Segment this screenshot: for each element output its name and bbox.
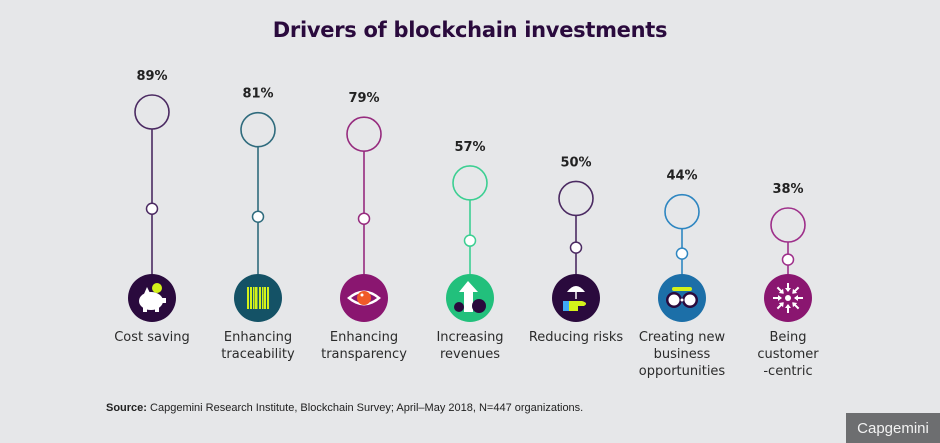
joint-circle: [675, 247, 689, 260]
eye-icon: [340, 274, 388, 322]
barcode-bar: [255, 287, 258, 309]
money-bag: [472, 299, 486, 313]
value-circle: [452, 165, 488, 201]
barcode-bar: [247, 287, 249, 309]
value-circle: [240, 111, 276, 148]
bridge-dot: [680, 298, 684, 302]
value-label: 50%: [560, 155, 591, 170]
lollipop-item: 50%: [552, 155, 600, 322]
value-label: 44%: [666, 169, 697, 184]
category-label: Being customer -centric: [733, 329, 843, 380]
category-label-line: Reducing risks: [528, 330, 624, 345]
joint-circle: [251, 210, 265, 223]
arrow-head: [794, 295, 798, 301]
chart-title: Drivers of blockchain investments: [272, 18, 668, 42]
category-label: Reducing risks: [521, 329, 631, 346]
arrow-head: [792, 288, 798, 294]
up-arrow: [459, 281, 478, 312]
category-label: Enhancing traceability: [203, 329, 313, 363]
category-label: Cost saving: [97, 329, 207, 346]
barcode-bar: [264, 287, 266, 309]
piggy-body: [139, 292, 163, 310]
binocular-top: [672, 287, 692, 291]
umbrella-canopy: [567, 286, 585, 292]
piggy-leg: [143, 306, 147, 312]
piggy-leg: [155, 306, 159, 312]
source-label: Source:: [106, 402, 147, 414]
category-label-line: customer: [757, 347, 819, 362]
hand: [569, 301, 587, 311]
arrow-head: [785, 288, 791, 292]
category-label-line: -centric: [763, 364, 813, 379]
eye-iris: [357, 291, 371, 305]
converging-arrows-icon: [764, 274, 812, 322]
value-circle: [558, 180, 594, 217]
category-label: Increasing revenues: [415, 329, 525, 363]
value-label: 79%: [348, 91, 379, 106]
icon-disc: [234, 274, 282, 322]
value-label: 38%: [772, 182, 803, 197]
barcode-bar: [267, 287, 269, 309]
category-label-line: Increasing: [436, 330, 504, 345]
category-label: Creating new business opportunities: [627, 329, 737, 380]
arrow-head: [792, 302, 798, 308]
category-label-line: Cost saving: [114, 330, 190, 345]
arrow-head: [778, 288, 784, 294]
category-label-line: opportunities: [638, 364, 726, 379]
joint-circle: [569, 241, 583, 254]
joint-circle: [357, 212, 371, 225]
value-label: 57%: [454, 140, 485, 155]
category-label-line: traceability: [221, 347, 295, 362]
barcode-bar: [262, 287, 264, 309]
category-label-line: Creating new: [638, 330, 726, 345]
value-circle: [346, 116, 382, 152]
icon-disc: [658, 274, 706, 322]
lens: [668, 294, 680, 306]
category-label-line: revenues: [440, 347, 500, 362]
center-dot: [785, 295, 791, 301]
category-label-line: Being: [769, 330, 807, 345]
joint-circle: [463, 234, 477, 247]
arrow-head: [778, 302, 784, 308]
value-label: 81%: [242, 87, 273, 102]
eye-glint: [360, 293, 364, 297]
coin: [152, 283, 162, 293]
category-label: Enhancing transparency: [309, 329, 419, 363]
barcode-bar: [259, 287, 261, 309]
barcode-bar: [250, 287, 252, 309]
joint-circle: [145, 202, 159, 215]
category-label-line: transparency: [321, 347, 407, 362]
lollipop-item: 44%: [658, 169, 706, 322]
money-bag: [454, 302, 464, 312]
lollipop-item: 38%: [764, 182, 812, 322]
joint-circle: [781, 253, 795, 266]
arrow-head: [778, 295, 782, 301]
value-label: 89%: [136, 69, 167, 84]
rising-money-icon: [446, 274, 494, 322]
piggy-snout: [161, 298, 166, 303]
barcode-icon: [234, 274, 282, 322]
category-label-line: Enhancing: [223, 330, 293, 345]
binoculars-icon: [658, 274, 706, 322]
source-text: Capgemini Research Institute, Blockchain…: [146, 402, 584, 414]
lollipop-item: 57%: [446, 140, 494, 322]
lollipop-item: 81%: [234, 87, 282, 322]
value-circle: [134, 94, 170, 130]
brand-badge: Capgemini: [846, 413, 940, 443]
umbrella-hand-icon: [552, 274, 600, 322]
lollipop-item: 79%: [340, 91, 388, 322]
barcode-bar: [253, 287, 255, 309]
piggy-ear: [144, 287, 150, 294]
category-label-line: Enhancing: [329, 330, 399, 345]
piggy-bank-icon: [128, 274, 176, 322]
sleeve: [563, 301, 569, 311]
value-circle: [770, 207, 806, 243]
arrow-head: [785, 304, 791, 308]
source-note: Source: Capgemini Research Institute, Bl…: [106, 402, 583, 414]
lens: [684, 294, 696, 306]
value-circle: [664, 193, 700, 230]
category-label-line: business: [653, 347, 711, 362]
lollipop-item: 89%: [128, 69, 176, 322]
